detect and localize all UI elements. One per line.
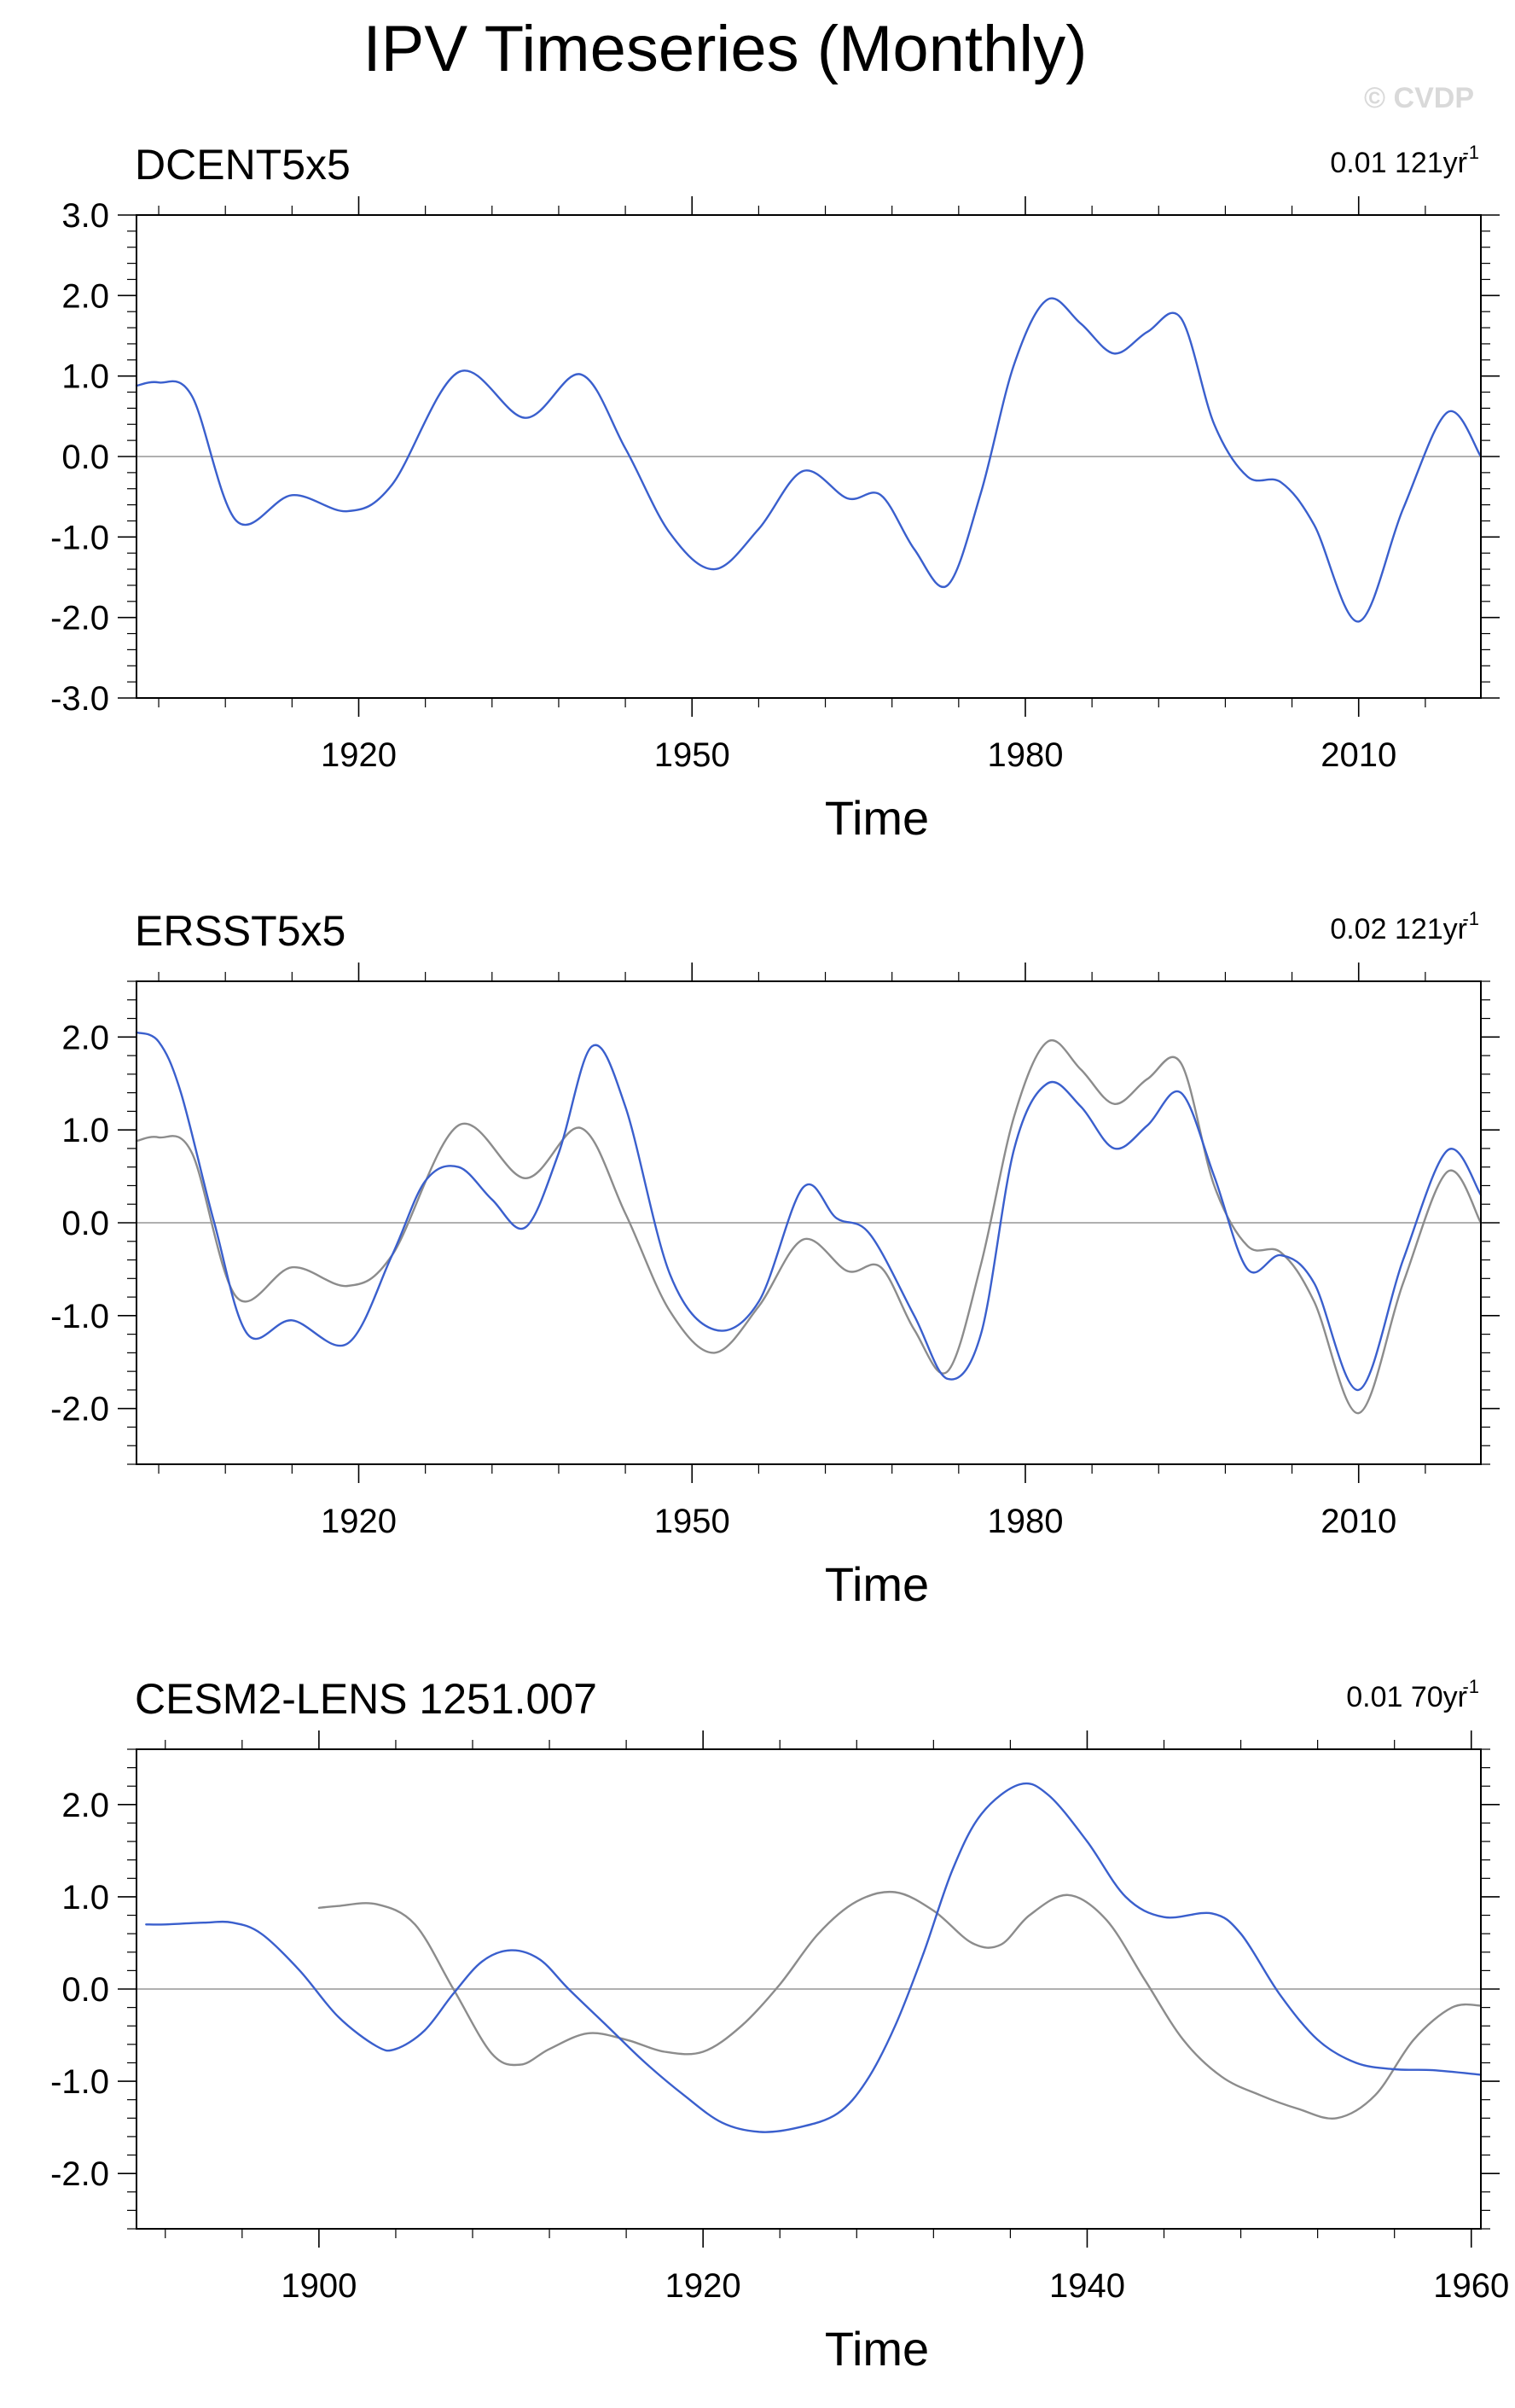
chart-panels: DCENT5x5 0.01 121yr-1-3.0-2.0-1.00.01.02.… <box>50 141 1509 2376</box>
x-tick-label: 1950 <box>654 736 730 774</box>
x-tick-label: 1920 <box>321 736 397 774</box>
y-tick-label: -1.0 <box>50 519 109 556</box>
x-tick-label: 1920 <box>321 1503 397 1540</box>
plot-frame <box>136 214 1482 699</box>
x-tick-label: 1960 <box>1433 2267 1509 2305</box>
trend-label: 0.01 70yr <box>1346 1681 1467 1713</box>
x-tick-label: 2010 <box>1321 1503 1396 1540</box>
y-tick-label: -2.0 <box>50 1391 109 1428</box>
x-tick-label: 1980 <box>987 1503 1063 1540</box>
series-line-2 <box>317 1890 1483 2120</box>
chart-panel-1: DCENT5x5 0.01 121yr-1 -3.0 -2.0 -1.0 0.0 1.0 2.… <box>50 141 1500 845</box>
y-tick-label: -1.0 <box>50 1298 109 1335</box>
trend-exponent: -1 <box>1462 142 1479 163</box>
panel-title: CESM2-LENS 1251.007 <box>135 1675 597 1723</box>
y-tick-label: 0.0 <box>61 1205 109 1242</box>
cvdp-watermark: © CVDP <box>1364 82 1474 114</box>
y-tick-label: 0.0 <box>61 439 109 476</box>
x-tick-label: 1920 <box>665 2267 741 2305</box>
y-tick-label: -2.0 <box>50 600 109 637</box>
x-tick-label: 1940 <box>1049 2267 1125 2305</box>
trend-exponent: -1 <box>1462 1676 1479 1697</box>
x-axis-label: Time <box>825 2322 929 2376</box>
y-tick-label: 0.0 <box>61 1971 109 2009</box>
y-tick-label: 1.0 <box>61 1112 109 1149</box>
y-tick-label: -1.0 <box>50 2063 109 2101</box>
y-tick-label: 1.0 <box>61 358 109 396</box>
chart-panel-3: CESM2-LENS 1251.007 0.01 70yr-1 -2.0 -1.0 0.… <box>50 1675 1509 2376</box>
y-tick-label: -2.0 <box>50 2155 109 2193</box>
x-tick-label: 1980 <box>987 736 1063 774</box>
y-tick-label: 2.0 <box>61 1787 109 1824</box>
x-axis-label: Time <box>825 791 929 845</box>
panel-title: DCENT5x5 <box>135 141 351 189</box>
y-tick-label: 1.0 <box>61 1879 109 1917</box>
y-tick-label: 2.0 <box>61 1019 109 1056</box>
series-line-1 <box>135 297 1483 623</box>
trend-exponent: -1 <box>1462 908 1479 929</box>
trend-label: 0.02 121yr <box>1330 913 1467 945</box>
y-tick-label: 2.0 <box>61 277 109 315</box>
plot-frame <box>136 1748 1482 2230</box>
y-tick-label: -3.0 <box>50 680 109 718</box>
chart-panel-2: ERSST5x5 0.02 121yr-1 -2.0 -1.0 0.0 1.0 2.0 192… <box>50 907 1500 1611</box>
panel-title: ERSST5x5 <box>135 907 345 955</box>
series-line-2 <box>135 1038 1483 1415</box>
trend-label: 0.01 121yr <box>1330 147 1467 179</box>
x-tick-label: 1900 <box>281 2267 357 2305</box>
x-tick-label: 1950 <box>654 1503 730 1540</box>
y-tick-label: 3.0 <box>61 197 109 235</box>
plot-frame <box>136 980 1482 1465</box>
x-tick-label: 2010 <box>1321 736 1396 774</box>
figure-title: IPV Timeseries (Monthly) <box>363 13 1088 85</box>
x-axis-label: Time <box>825 1557 929 1611</box>
series-line-1 <box>135 1031 1483 1392</box>
series-line-1 <box>145 1782 1483 2133</box>
